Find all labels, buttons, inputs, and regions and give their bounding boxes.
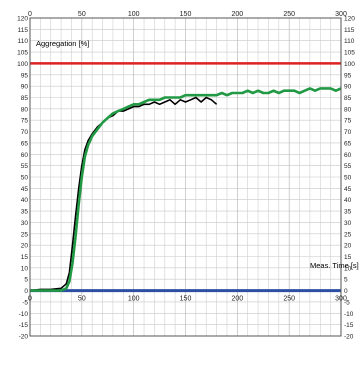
x-tick-label-bottom: 100 [128,296,140,303]
y-tick-label-left: -20 [19,334,29,341]
y-tick-label-right: -15 [344,322,354,329]
y-tick-label-left: 75 [21,118,29,125]
y-tick-label-left: 45 [21,186,29,193]
y-tick-label-left: 40 [21,197,29,204]
x-tick-label-top: 100 [128,11,140,18]
y-tick-label-right: 10 [344,265,352,272]
y-tick-label-right: 85 [344,95,352,102]
y-tick-label-left: 65 [21,140,29,147]
x-tick-label-top: 50 [78,11,86,18]
y-tick-label-left: 0 [24,288,28,295]
y-tick-label-right: -10 [344,311,354,318]
y-tick-label-left: 10 [21,265,29,272]
reference-lines [30,62,341,293]
y-tick-label-right: 70 [344,129,352,136]
grid [29,17,342,337]
y-tick-label-right: 120 [344,16,355,23]
x-tick-label-bottom: 0 [28,296,32,303]
y-tick-label-right: 15 [344,254,352,261]
y-tick-label-left: 95 [21,72,29,79]
y-tick-label-right: 5 [344,277,348,284]
x-tick-label-bottom: 150 [180,296,192,303]
y-tick-label-left: 35 [21,209,29,216]
y-tick-label-left: 85 [21,95,29,102]
x-tick-label-top: 200 [231,11,243,18]
y-tick-label-right: 110 [344,38,355,45]
y-tick-label-left: 115 [18,27,29,34]
y-tick-label-right: 80 [344,106,352,113]
x-tick-label-bottom: 250 [283,296,295,303]
y-tick-label-left: 25 [21,231,29,238]
y-tick-label-left: 30 [21,220,29,227]
y-tick-label-left: 105 [17,50,28,57]
x-tick-label-bottom: 200 [231,296,243,303]
x-tick-label-bottom: 300 [335,296,347,303]
plot-border [29,17,342,337]
y-tick-label-left: -15 [19,322,29,329]
y-tick-label-right: 25 [344,231,352,238]
y-tick-label-left: -5 [22,299,28,306]
y-tick-label-left: 5 [24,277,28,284]
x-tick-label-top: 0 [28,11,32,18]
y-tick-label-right: -20 [344,334,354,341]
y-tick-label-left: 80 [21,106,29,113]
y-tick-label-right: 55 [344,163,352,170]
y-tick-label-left: 15 [21,254,29,261]
y-tick-label-left: 20 [21,243,29,250]
y-tick-label-left: 70 [21,129,29,136]
y-tick-label-right: 65 [344,140,352,147]
y-tick-label-right: 75 [344,118,352,125]
y-tick-label-right: 90 [344,84,352,91]
y-tick-label-right: 95 [344,72,352,79]
y-tick-label-right: 50 [344,175,352,182]
x-tick-label-top: 250 [283,11,295,18]
y-tick-label-right: 40 [344,197,352,204]
y-tick-label-right: 60 [344,152,352,159]
y-tick-label-right: 105 [344,50,355,57]
y-tick-label-left: 60 [21,152,29,159]
y-tick-label-right: -5 [344,299,350,306]
x-tick-label-top: 150 [180,11,192,18]
y-tick-label-left: 110 [18,38,29,45]
y-tick-label-left: 55 [21,163,29,170]
y-tick-label-left: 90 [21,84,29,91]
series-line-black [29,96,218,292]
y-axis-label: Aggregation [%] [36,39,89,48]
y-tick-label-right: 0 [344,288,348,295]
y-tick-label-right: 20 [344,243,352,250]
x-axis-label: Meas. Time [s] [310,261,359,270]
y-tick-label-right: 45 [344,186,352,193]
y-tick-label-right: 100 [344,61,355,68]
series-line-green [30,87,342,292]
y-tick-label-right: 30 [344,220,352,227]
axes [29,17,342,337]
x-tick-label-bottom: 50 [78,296,86,303]
y-tick-label-left: 120 [17,16,28,23]
y-tick-label-right: 35 [344,209,352,216]
x-tick-label-top: 300 [335,11,347,18]
y-tick-label-left: -10 [19,311,29,318]
y-tick-label-left: 100 [17,61,28,68]
y-tick-label-left: 50 [21,175,29,182]
y-tick-label-right: 115 [344,27,355,34]
series [29,87,342,292]
